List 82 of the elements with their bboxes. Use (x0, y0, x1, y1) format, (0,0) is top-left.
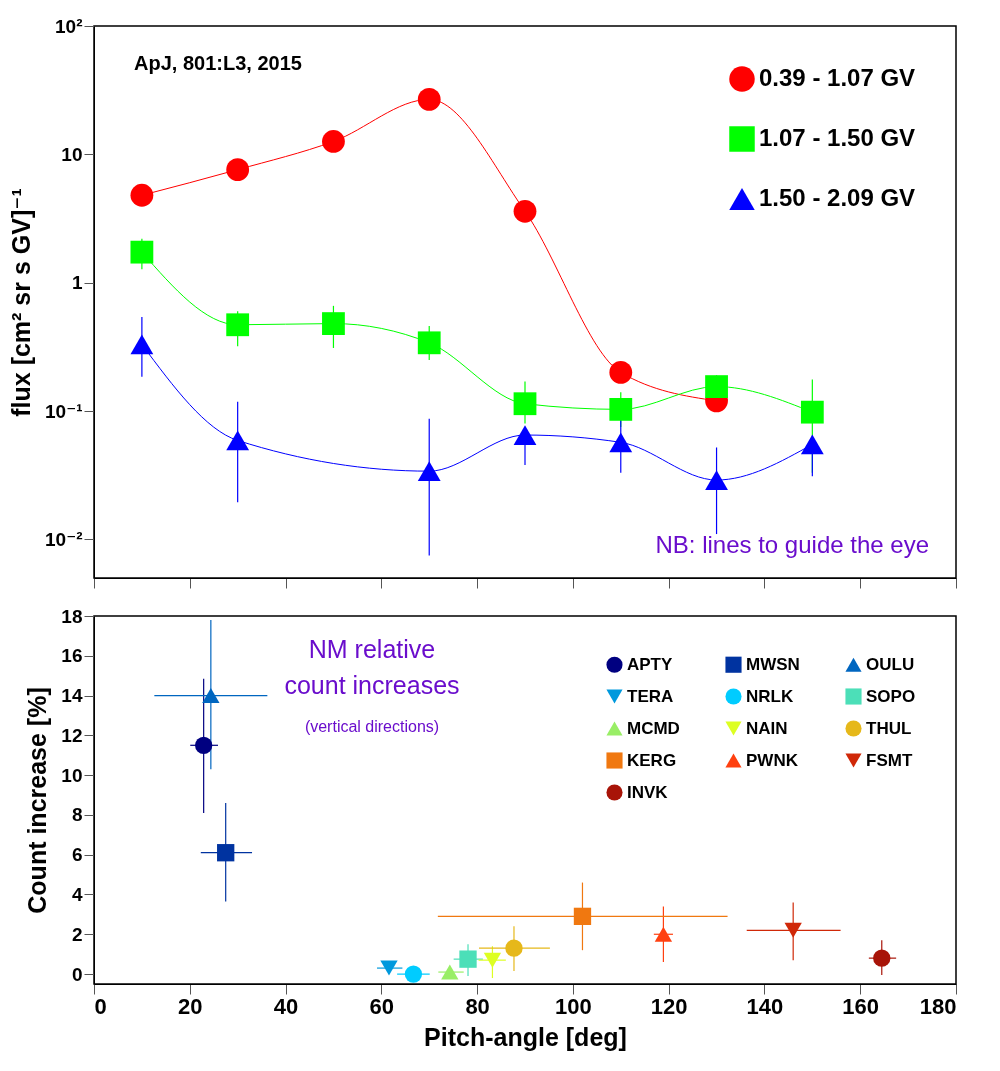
point (441, 964, 459, 980)
y-tick-label: 2 (71, 923, 83, 945)
x-tick-label: 40 (273, 993, 299, 1019)
x-tick-label: 100 (555, 993, 592, 1019)
x-tick-label: 80 (465, 993, 490, 1019)
y-tick-label: 0 (71, 963, 83, 985)
point (705, 470, 728, 490)
y-axis-title: flux [cm² sr s GV]⁻¹ (7, 188, 36, 417)
legend-label: NAIN (746, 718, 788, 738)
y-tick-label: 6 (71, 844, 83, 866)
legend-label: APTY (627, 654, 673, 674)
point (513, 392, 537, 416)
point (130, 240, 154, 264)
y-tick-label: 10 (61, 764, 83, 786)
x-tick-label: 160 (842, 993, 880, 1019)
legend-label: TERA (627, 686, 674, 706)
y-tick-label: 10⁻¹ (45, 400, 83, 422)
legend-label: THUL (866, 718, 912, 738)
point (609, 361, 633, 384)
point (784, 922, 802, 938)
y-axis-title: Count increase [%] (23, 687, 52, 914)
annotation: ApJ, 801:L3, 2015 (134, 52, 302, 74)
annotation: NM relative count increases (284, 635, 460, 700)
legend-label: PWNK (746, 750, 799, 770)
point (226, 313, 250, 337)
y-tick-label: 10⁻² (45, 528, 83, 550)
y-tick-label: 12 (61, 724, 83, 746)
point (483, 952, 502, 968)
legend-label: MWSN (746, 654, 800, 674)
annotation: NB: lines to guide the eye (655, 531, 929, 558)
legend-label: 1.07 - 1.50 GV (759, 124, 916, 151)
legend-label: SOPO (866, 686, 916, 706)
y-tick-label: 4 (71, 883, 83, 905)
point (513, 425, 537, 445)
point (609, 432, 633, 453)
point (800, 434, 824, 455)
point (513, 199, 537, 223)
point (459, 950, 477, 968)
point (609, 397, 633, 421)
point (130, 183, 154, 207)
point (380, 960, 398, 976)
point (226, 430, 250, 451)
point (404, 965, 423, 983)
point (226, 158, 250, 182)
point (202, 688, 220, 704)
legend-label: 1.50 - 2.09 GV (759, 184, 916, 211)
legend-label: KERG (627, 750, 677, 770)
point (195, 736, 213, 754)
annotation: (vertical directions) (304, 718, 440, 735)
point (322, 130, 345, 153)
x-tick-label: 60 (369, 993, 395, 1019)
point (217, 844, 235, 862)
y-tick-label: 16 (61, 645, 83, 667)
point (573, 907, 592, 926)
legend-label: 0.39 - 1.07 GV (759, 64, 916, 91)
x-tick-label: 180 (919, 993, 957, 1019)
y-tick-label: 10 (61, 143, 83, 165)
y-tick-label: 1 (71, 272, 83, 294)
legend-label: INVK (627, 782, 669, 802)
x-tick-label: 0 (94, 993, 107, 1019)
point (705, 375, 728, 398)
y-tick-label: 10² (55, 15, 83, 37)
x-axis-title: Pitch-angle [deg] (424, 1022, 627, 1051)
legend-label: MCMD (627, 718, 680, 738)
point (800, 400, 824, 424)
point (417, 88, 441, 111)
legend-label: FSMT (866, 750, 913, 770)
point (505, 939, 523, 957)
x-tick-label: 120 (650, 993, 688, 1019)
point (322, 312, 345, 335)
legend-label: OULU (866, 654, 915, 674)
point (417, 461, 441, 482)
point (130, 334, 154, 355)
point (417, 331, 441, 355)
y-tick-label: 14 (61, 685, 83, 707)
y-tick-label: 8 (71, 804, 83, 826)
x-tick-label: 20 (178, 993, 203, 1019)
point (654, 926, 673, 942)
x-tick-label: 140 (746, 993, 784, 1019)
legend-label: NRLK (746, 686, 794, 706)
point (873, 949, 891, 967)
y-tick-label: 18 (61, 605, 83, 627)
